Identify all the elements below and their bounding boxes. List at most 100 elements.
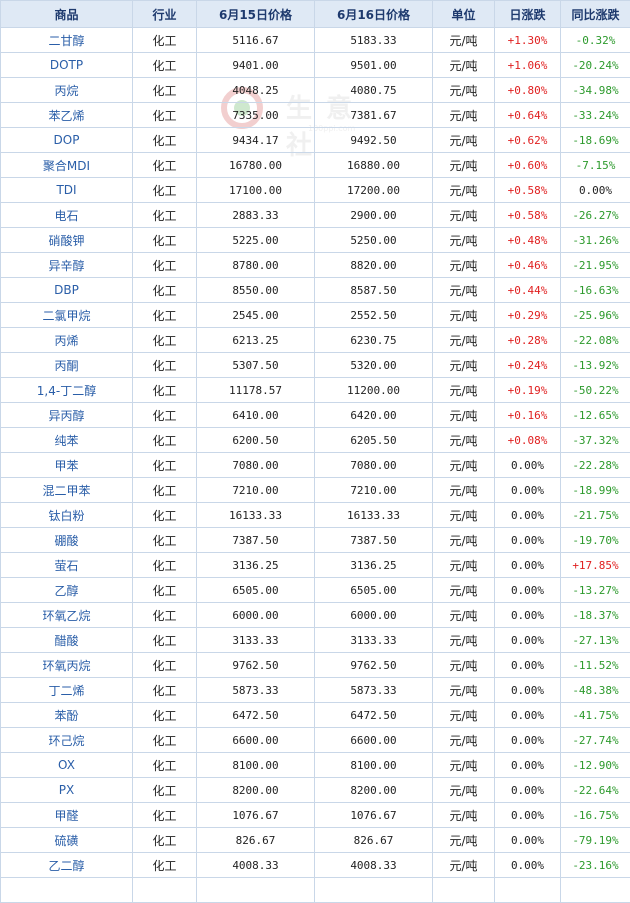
product-name-link[interactable]: 乙醇 [1,578,133,603]
product-name-link[interactable]: 二氯甲烷 [1,303,133,328]
unit-cell: 元/吨 [433,678,495,703]
yoy-change-cell [561,878,630,903]
daily-change-cell: +0.28% [495,328,561,353]
product-name-link[interactable]: 硼酸 [1,528,133,553]
industry-cell: 化工 [133,278,197,303]
product-name-link[interactable]: 丙酮 [1,353,133,378]
yoy-change-cell: -7.15% [561,153,630,178]
price-jun16-cell: 6600.00 [315,728,433,753]
product-name-link[interactable]: 甲苯 [1,453,133,478]
product-name-link[interactable]: 丁二烯 [1,678,133,703]
price-jun16-cell: 8200.00 [315,778,433,803]
product-name-link[interactable]: PX [1,778,133,803]
product-name-link[interactable]: DBP [1,278,133,303]
product-name-link[interactable]: 钛白粉 [1,503,133,528]
product-name-link[interactable]: 丙烷 [1,78,133,103]
product-name-link[interactable]: 异辛醇 [1,253,133,278]
product-name-link[interactable]: 丙烯 [1,328,133,353]
industry-cell: 化工 [133,428,197,453]
product-name-link[interactable]: 纯苯 [1,428,133,453]
product-name-link[interactable]: 环己烷 [1,728,133,753]
product-name-link[interactable]: 苯酚 [1,703,133,728]
daily-change-cell: 0.00% [495,853,561,878]
product-name-link[interactable]: 硝酸钾 [1,228,133,253]
unit-cell: 元/吨 [433,278,495,303]
product-name-link[interactable] [1,878,133,903]
price-jun16-cell: 3133.33 [315,628,433,653]
price-jun16-cell: 1076.67 [315,803,433,828]
industry-cell: 化工 [133,528,197,553]
product-name-link[interactable]: 电石 [1,203,133,228]
unit-cell: 元/吨 [433,653,495,678]
yoy-change-cell: -16.75% [561,803,630,828]
product-name-link[interactable]: 环氧乙烷 [1,603,133,628]
product-name-link[interactable]: 硫磺 [1,828,133,853]
yoy-change-cell: 0.00% [561,178,630,203]
product-name-link[interactable]: OX [1,753,133,778]
industry-cell: 化工 [133,753,197,778]
daily-change-cell: +0.46% [495,253,561,278]
price-jun15-cell: 6213.25 [197,328,315,353]
column-header-yoy-change: 同比涨跌 [561,1,630,28]
product-name-link[interactable]: 甲醛 [1,803,133,828]
price-jun16-cell: 5320.00 [315,353,433,378]
yoy-change-cell: -22.64% [561,778,630,803]
daily-change-cell: +0.24% [495,353,561,378]
industry-cell: 化工 [133,128,197,153]
unit-cell: 元/吨 [433,853,495,878]
daily-change-cell: +0.58% [495,203,561,228]
price-jun16-cell: 7387.50 [315,528,433,553]
product-name-link[interactable]: 萤石 [1,553,133,578]
product-name-link[interactable]: 乙二醇 [1,853,133,878]
daily-change-cell: 0.00% [495,728,561,753]
price-jun15-cell: 6200.50 [197,428,315,453]
daily-change-cell: +0.64% [495,103,561,128]
column-header-unit: 单位 [433,1,495,28]
product-name-link[interactable]: 环氧丙烷 [1,653,133,678]
industry-cell: 化工 [133,603,197,628]
price-jun16-cell: 2900.00 [315,203,433,228]
price-jun15-cell: 6000.00 [197,603,315,628]
price-jun15-cell: 5116.67 [197,28,315,53]
price-jun16-cell: 8100.00 [315,753,433,778]
product-name-link[interactable]: 混二甲苯 [1,478,133,503]
unit-cell: 元/吨 [433,578,495,603]
product-name-link[interactable]: 醋酸 [1,628,133,653]
price-jun16-cell: 16880.00 [315,153,433,178]
product-name-link[interactable]: 聚合MDI [1,153,133,178]
product-name-link[interactable]: 二甘醇 [1,28,133,53]
price-jun15-cell: 6600.00 [197,728,315,753]
daily-change-cell: +0.62% [495,128,561,153]
industry-cell: 化工 [133,203,197,228]
product-name-link[interactable]: 异丙醇 [1,403,133,428]
unit-cell: 元/吨 [433,53,495,78]
yoy-change-cell: -33.24% [561,103,630,128]
daily-change-cell: 0.00% [495,703,561,728]
yoy-change-cell: -48.38% [561,678,630,703]
product-name-link[interactable]: 1,4-丁二醇 [1,378,133,403]
daily-change-cell: +0.16% [495,403,561,428]
product-name-link[interactable]: DOP [1,128,133,153]
yoy-change-cell: -21.75% [561,503,630,528]
price-jun15-cell: 8550.00 [197,278,315,303]
column-header-industry: 行业 [133,1,197,28]
unit-cell: 元/吨 [433,628,495,653]
product-name-link[interactable]: TDI [1,178,133,203]
industry-cell: 化工 [133,103,197,128]
unit-cell: 元/吨 [433,178,495,203]
price-jun15-cell: 7387.50 [197,528,315,553]
product-name-link[interactable]: 苯乙烯 [1,103,133,128]
price-jun15-cell: 5307.50 [197,353,315,378]
price-jun16-cell: 6205.50 [315,428,433,453]
industry-cell: 化工 [133,78,197,103]
product-name-link[interactable]: DOTP [1,53,133,78]
